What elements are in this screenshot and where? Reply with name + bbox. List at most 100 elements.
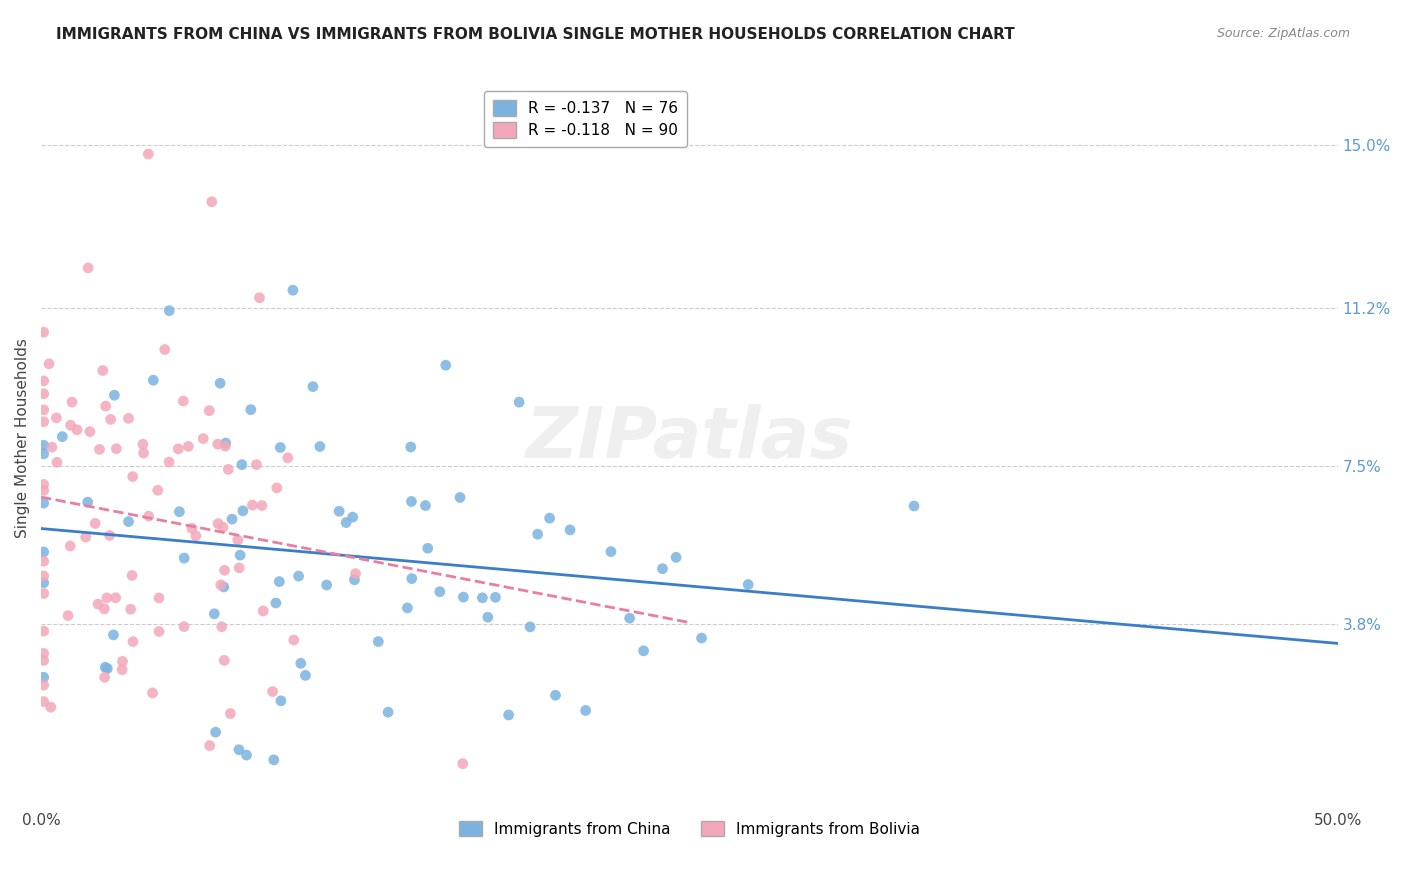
Point	[519, 620, 541, 634]
Point	[207, 437, 229, 451]
Point	[148, 591, 170, 605]
Point	[87, 597, 110, 611]
Point	[89, 442, 111, 457]
Point	[146, 483, 169, 498]
Point	[79, 425, 101, 439]
Point	[103, 388, 125, 402]
Point	[209, 578, 232, 592]
Point	[262, 684, 284, 698]
Point	[32, 569, 55, 583]
Text: IMMIGRANTS FROM CHINA VS IMMIGRANTS FROM BOLIVIA SINGLE MOTHER HOUSEHOLDS CORREL: IMMIGRANTS FROM CHINA VS IMMIGRANTS FROM…	[56, 27, 1015, 42]
Point	[309, 440, 332, 454]
Point	[453, 590, 475, 604]
Point	[41, 440, 63, 454]
Point	[651, 562, 673, 576]
Point	[212, 520, 235, 534]
Point	[429, 584, 451, 599]
Point	[207, 516, 229, 531]
Point	[401, 572, 423, 586]
Point	[600, 544, 623, 558]
Point	[619, 611, 641, 625]
Point	[117, 515, 139, 529]
Point	[328, 504, 350, 518]
Point	[903, 499, 925, 513]
Point	[235, 748, 257, 763]
Point	[32, 575, 55, 590]
Point	[690, 631, 713, 645]
Point	[32, 325, 55, 339]
Point	[477, 610, 499, 624]
Point	[32, 438, 55, 452]
Point	[104, 591, 127, 605]
Point	[498, 708, 520, 723]
Point	[294, 668, 316, 682]
Point	[169, 505, 191, 519]
Point	[103, 628, 125, 642]
Point	[508, 395, 530, 409]
Point	[214, 563, 236, 577]
Point	[204, 725, 226, 739]
Point	[416, 541, 439, 556]
Point	[249, 291, 271, 305]
Point	[136, 147, 159, 161]
Point	[344, 566, 367, 581]
Point	[538, 511, 561, 525]
Point	[45, 410, 67, 425]
Point	[449, 491, 471, 505]
Point	[202, 607, 225, 621]
Point	[451, 756, 474, 771]
Point	[32, 624, 55, 639]
Point	[215, 436, 238, 450]
Point	[263, 753, 285, 767]
Point	[32, 545, 55, 559]
Point	[32, 496, 55, 510]
Point	[526, 527, 548, 541]
Point	[239, 402, 262, 417]
Point	[184, 529, 207, 543]
Point	[212, 653, 235, 667]
Point	[96, 591, 118, 605]
Point	[245, 458, 267, 472]
Point	[335, 516, 357, 530]
Point	[226, 533, 249, 547]
Point	[32, 477, 55, 491]
Point	[665, 550, 688, 565]
Point	[32, 678, 55, 692]
Point	[132, 446, 155, 460]
Point	[250, 499, 273, 513]
Point	[290, 657, 312, 671]
Y-axis label: Single Mother Households: Single Mother Households	[15, 338, 30, 538]
Point	[264, 596, 287, 610]
Point	[59, 539, 82, 553]
Legend: Immigrants from China, Immigrants from Bolivia: Immigrants from China, Immigrants from B…	[451, 814, 928, 845]
Point	[198, 403, 221, 417]
Point	[211, 620, 233, 634]
Point	[121, 469, 143, 483]
Point	[32, 653, 55, 667]
Point	[32, 647, 55, 661]
Point	[201, 194, 224, 209]
Point	[59, 418, 82, 433]
Point	[399, 440, 422, 454]
Point	[287, 569, 309, 583]
Point	[212, 580, 235, 594]
Point	[193, 432, 215, 446]
Point	[75, 530, 97, 544]
Point	[32, 447, 55, 461]
Point	[270, 694, 292, 708]
Point	[269, 574, 291, 589]
Point	[51, 430, 73, 444]
Point	[91, 363, 114, 377]
Point	[277, 450, 299, 465]
Point	[434, 358, 457, 372]
Point	[132, 437, 155, 451]
Point	[122, 634, 145, 648]
Point	[94, 660, 117, 674]
Point	[558, 523, 581, 537]
Point	[283, 633, 305, 648]
Point	[219, 706, 242, 721]
Point	[39, 700, 62, 714]
Point	[281, 283, 304, 297]
Point	[32, 374, 55, 388]
Point	[111, 663, 134, 677]
